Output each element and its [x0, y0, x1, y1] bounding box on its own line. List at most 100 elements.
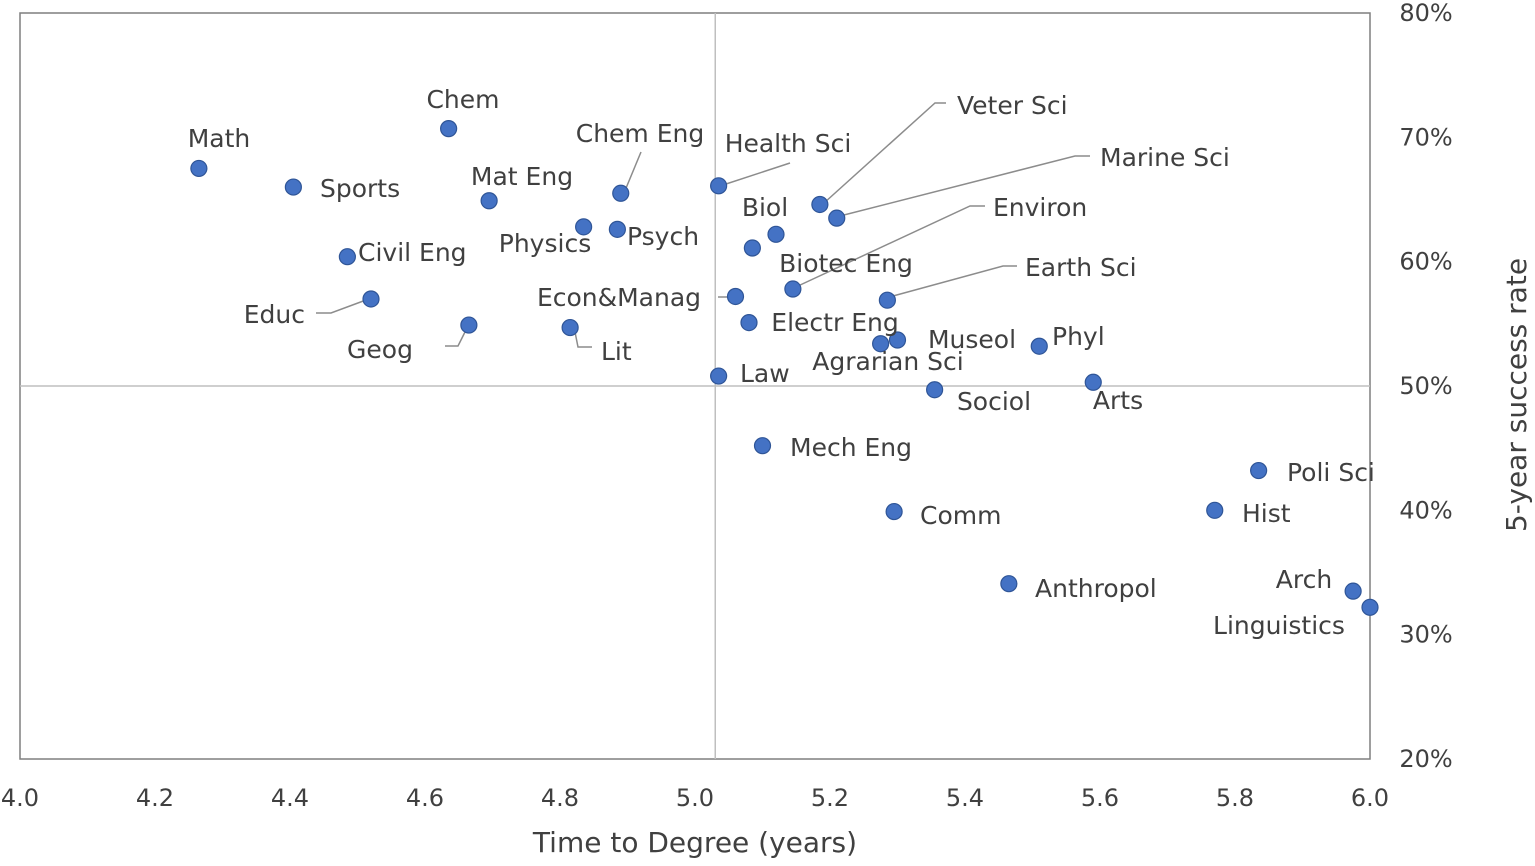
point-label: Sports: [320, 174, 400, 203]
label-leader-lines: [316, 102, 1090, 348]
point-label: Psych: [627, 222, 699, 251]
data-point: [480, 192, 498, 210]
point-label: Geog: [347, 335, 413, 364]
data-point: [885, 502, 903, 521]
point-label: Econ&Manag: [537, 283, 701, 312]
point-label: Chem Eng: [576, 119, 705, 148]
leader-line: [797, 205, 985, 287]
data-point: [575, 218, 593, 236]
point-label: Phyl: [1052, 322, 1105, 351]
data-point: [767, 225, 785, 243]
x-axis-title: Time to Degree (years): [532, 826, 857, 859]
point-label: Mech Eng: [790, 433, 912, 462]
data-point: [440, 120, 458, 138]
data-point: [878, 291, 896, 309]
y-tick-label: 70%: [1399, 123, 1452, 151]
y-tick-label: 80%: [1399, 0, 1452, 27]
point-label: Arch: [1276, 565, 1332, 594]
x-tick-label: 6.0: [1351, 784, 1389, 812]
data-point: [284, 178, 302, 196]
x-tick-label: 4.6: [406, 784, 444, 812]
data-point: [1030, 337, 1048, 355]
leader-line: [839, 155, 1090, 217]
x-tick-label: 5.4: [946, 784, 984, 812]
point-label: Arts: [1093, 386, 1143, 415]
point-label: Educ: [244, 300, 305, 329]
data-point: [753, 437, 772, 455]
point-label: Earth Sci: [1025, 253, 1137, 282]
x-tick-label: 4.4: [271, 784, 309, 812]
leader-line: [445, 329, 467, 347]
point-label: Chem: [426, 85, 499, 114]
data-point: [872, 335, 890, 353]
data-point: [1000, 575, 1018, 593]
data-point: [561, 318, 579, 337]
data-point: [811, 195, 829, 214]
point-label: Health Sci: [725, 129, 852, 158]
data-points: [190, 120, 1379, 616]
point-label: Marine Sci: [1100, 143, 1230, 172]
data-point: [828, 209, 846, 227]
point-label: Hist: [1242, 499, 1291, 528]
x-tick-label: 4.2: [136, 784, 174, 812]
leader-line: [574, 331, 592, 348]
data-point: [1250, 461, 1268, 480]
x-tick-label: 4.8: [541, 784, 579, 812]
point-label: Law: [740, 359, 790, 388]
data-point: [1361, 598, 1379, 616]
point-label: Linguistics: [1213, 611, 1345, 640]
y-tick-label: 30%: [1399, 621, 1452, 649]
leader-line: [892, 265, 1017, 297]
x-tick-label: 5.0: [676, 784, 714, 812]
y-tick-label: 50%: [1399, 372, 1452, 400]
data-point: [460, 316, 478, 334]
data-point: [608, 220, 626, 238]
data-point: [1084, 373, 1102, 391]
data-point: [743, 239, 761, 257]
y-tick-label: 60%: [1399, 248, 1452, 276]
point-label: Electr Eng: [771, 308, 898, 337]
point-label: Sociol: [957, 387, 1031, 416]
leader-line: [722, 162, 791, 186]
x-tick-label: 4.0: [1, 784, 39, 812]
point-label: Museol: [928, 325, 1016, 354]
data-point: [784, 280, 802, 298]
x-tick-label: 5.6: [1081, 784, 1119, 812]
y-axis-ticks: 20% 30% 40% 50% 60% 70% 80%: [1399, 0, 1452, 773]
point-label: Comm: [920, 501, 1001, 530]
point-label: Mat Eng: [471, 162, 573, 191]
y-axis-title: 5-year success rate: [1500, 258, 1533, 532]
data-point: [338, 248, 356, 266]
data-point: [190, 159, 208, 178]
data-point: [888, 331, 907, 349]
point-label: Biol: [742, 193, 788, 222]
data-point: [1206, 501, 1224, 519]
data-point: [726, 287, 745, 306]
data-point: [1344, 582, 1362, 600]
point-label: Agrarian Sci: [812, 347, 963, 376]
data-point: [710, 177, 728, 195]
point-label: Math: [188, 124, 251, 153]
point-label: Environ: [993, 193, 1087, 222]
data-point: [362, 290, 380, 308]
y-tick-label: 40%: [1399, 496, 1452, 524]
point-label: Anthropol: [1035, 574, 1157, 603]
leader-line: [316, 299, 367, 314]
x-tick-label: 5.2: [811, 784, 849, 812]
point-label: Lit: [601, 337, 632, 366]
point-label: Biotec Eng: [779, 249, 913, 278]
leader-line: [823, 102, 946, 204]
point-label: Poli Sci: [1287, 458, 1375, 487]
data-point: [926, 381, 944, 399]
point-label: Physics: [499, 229, 591, 258]
y-tick-label: 20%: [1399, 745, 1452, 773]
point-label: Civil Eng: [358, 238, 467, 267]
data-point: [612, 184, 630, 202]
x-tick-label: 5.8: [1216, 784, 1254, 812]
leader-line: [623, 151, 642, 194]
point-label: Veter Sci: [957, 91, 1068, 120]
x-axis-ticks: 4.0 4.2 4.4 4.6 4.8 5.0 5.2 5.4 5.6 5.8 6.0: [1, 784, 1389, 812]
data-point: [710, 367, 728, 385]
